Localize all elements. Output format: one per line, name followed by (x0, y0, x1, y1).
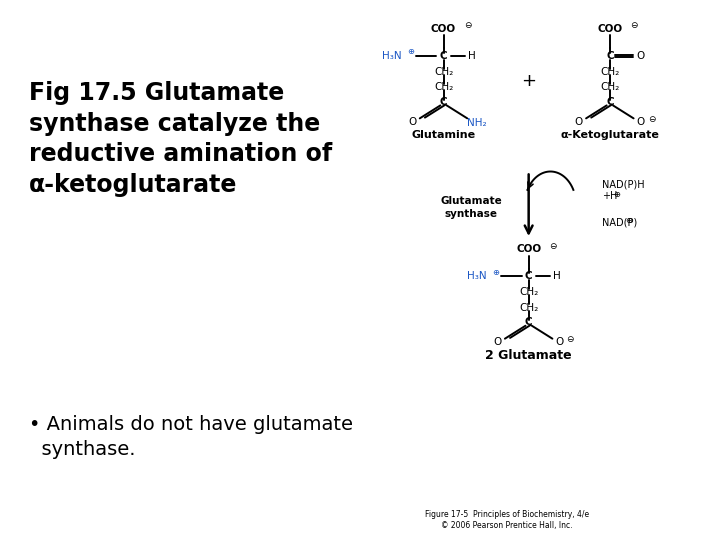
Text: C: C (606, 51, 613, 61)
Text: NAD(P)H: NAD(P)H (602, 179, 644, 190)
Text: NAD(P): NAD(P) (602, 217, 637, 227)
Text: 2 Glutamate: 2 Glutamate (485, 349, 572, 362)
Text: H: H (468, 51, 476, 61)
Text: α-Ketoglutarate: α-Ketoglutarate (560, 130, 660, 140)
Text: CH₂: CH₂ (434, 67, 453, 77)
Text: O: O (555, 337, 564, 347)
Text: Glutamate: Glutamate (441, 197, 502, 206)
Text: CH₂: CH₂ (519, 302, 539, 313)
Text: C: C (440, 97, 447, 107)
Text: CH₂: CH₂ (600, 82, 619, 92)
Text: O: O (494, 337, 502, 347)
Text: O: O (575, 117, 583, 127)
Text: H₃N: H₃N (382, 51, 402, 61)
Text: ⊖: ⊖ (648, 115, 655, 124)
Text: CH₂: CH₂ (600, 67, 619, 77)
Text: CH₂: CH₂ (519, 287, 539, 297)
Text: C: C (606, 97, 613, 107)
Text: Figure 17-5  Principles of Biochemistry, 4/e: Figure 17-5 Principles of Biochemistry, … (425, 510, 589, 519)
Text: ⊖: ⊖ (464, 22, 472, 30)
Text: C: C (525, 272, 533, 281)
Text: ⊖: ⊖ (567, 335, 574, 345)
Text: O: O (408, 117, 417, 127)
Text: ⊖: ⊖ (549, 242, 557, 251)
Text: © 2006 Pearson Prentice Hall, Inc.: © 2006 Pearson Prentice Hall, Inc. (441, 521, 572, 530)
Text: +H: +H (602, 191, 617, 201)
Text: synthase: synthase (445, 210, 498, 219)
Text: ⊕: ⊕ (408, 48, 415, 56)
Text: C: C (440, 51, 447, 61)
Text: ⊕: ⊕ (492, 268, 500, 276)
Text: H₃N: H₃N (467, 272, 487, 281)
Text: CH₂: CH₂ (434, 82, 453, 92)
Text: +: + (521, 72, 536, 90)
Text: O: O (636, 51, 645, 61)
Text: ⊕: ⊕ (613, 190, 620, 199)
Text: Glutamine: Glutamine (411, 130, 476, 140)
Text: ⊖: ⊖ (631, 22, 638, 30)
Text: ⊕: ⊕ (626, 216, 632, 225)
Text: H: H (553, 272, 561, 281)
Text: Fig 17.5 Glutamate
synthase catalyze the
reductive amination of
α-ketoglutarate: Fig 17.5 Glutamate synthase catalyze the… (29, 81, 332, 197)
Text: COO: COO (431, 24, 456, 34)
Text: O: O (636, 117, 645, 127)
Text: C: C (525, 318, 533, 327)
Text: NH₂: NH₂ (467, 118, 487, 128)
Text: COO: COO (598, 24, 622, 34)
Text: • Animals do not have glutamate
  synthase.: • Animals do not have glutamate synthase… (29, 415, 353, 459)
Text: COO: COO (516, 244, 541, 254)
